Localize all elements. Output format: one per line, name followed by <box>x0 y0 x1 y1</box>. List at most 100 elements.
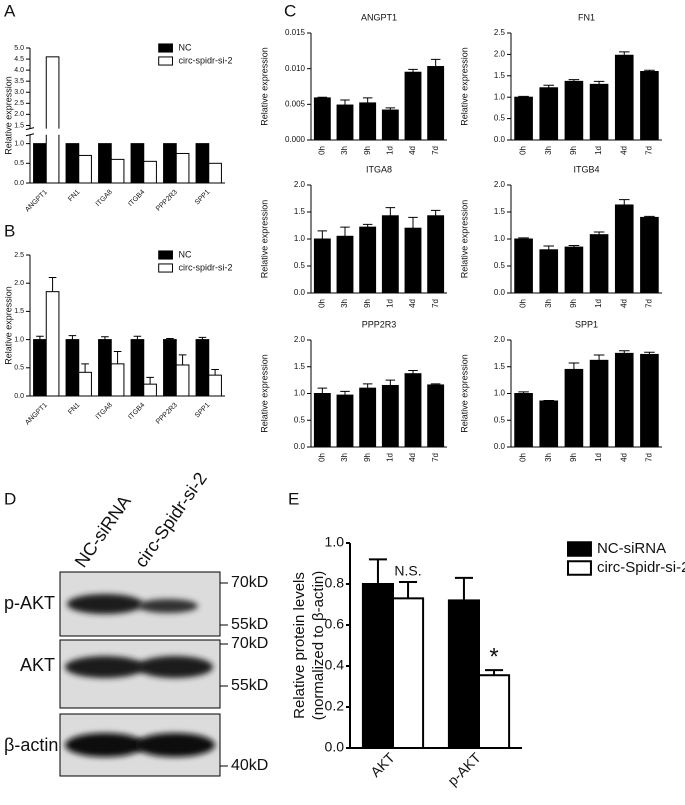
bar <box>65 339 80 397</box>
bar <box>514 238 533 294</box>
y-tick-label: 1.0 <box>294 234 306 243</box>
x-tick-label: 1d <box>594 453 603 462</box>
error-bar <box>644 215 655 218</box>
error-bar <box>133 335 142 340</box>
y-tick-label: 1.0 <box>325 534 345 550</box>
bar <box>447 599 480 750</box>
error-bar <box>454 576 473 601</box>
y-tick-label: 2.0 <box>294 335 306 344</box>
bar <box>130 339 145 397</box>
error-bar <box>340 99 350 106</box>
bar <box>336 235 354 294</box>
bar <box>404 373 422 448</box>
y-tick-label: 0.0 <box>294 442 306 451</box>
bar <box>208 374 222 397</box>
x-tick-label: 3h <box>544 453 553 462</box>
y-tick-label: 1.0 <box>294 389 306 398</box>
error-bar <box>211 368 219 376</box>
band <box>137 656 213 678</box>
band <box>138 599 198 613</box>
error-bar <box>568 79 580 82</box>
panel-letter: B <box>4 221 15 240</box>
bar <box>313 97 331 141</box>
bar <box>336 104 354 141</box>
error-bar <box>317 387 328 394</box>
x-tick-label: 0h <box>519 299 528 308</box>
error-bar <box>593 231 605 235</box>
bar <box>45 56 60 184</box>
legend-label: circ-Spidr-si-2 <box>597 559 685 576</box>
error-bar <box>430 58 441 67</box>
x-tick-label: 1d <box>385 299 394 308</box>
bar <box>110 363 125 397</box>
error-bar <box>518 237 529 239</box>
x-tick-label: 4d <box>408 146 417 155</box>
x-tick-label: 4d <box>408 453 417 462</box>
x-tick-label: 9h <box>363 146 372 155</box>
error-bar <box>644 69 655 72</box>
y-tick-label: 0.0 <box>14 180 24 187</box>
error-bar <box>340 390 350 396</box>
panel-letter: E <box>288 489 299 508</box>
bar <box>336 394 354 448</box>
y-tick-label: 1.0 <box>494 389 506 398</box>
x-tick-label: 3h <box>544 146 553 155</box>
x-tick-label: 3h <box>340 453 349 462</box>
legend-label: NC <box>178 42 191 52</box>
error-bar <box>36 335 44 340</box>
chart-title: ITGA8 <box>366 164 392 174</box>
x-tick-label: 4d <box>619 453 628 462</box>
y-tick-label: 2.0 <box>494 180 506 189</box>
y-tick-label: 0.5 <box>14 160 24 167</box>
y-tick-label: 1.0 <box>494 234 506 243</box>
bar <box>478 674 511 749</box>
bar <box>78 154 92 184</box>
western-blot: D NC-siRNA circ-Spidr-si-2 p-AKT AKT β-a… <box>4 469 268 777</box>
chart-title: ITGB4 <box>573 164 599 174</box>
x-tick-label: ITGA8 <box>95 189 114 208</box>
error-bar <box>408 369 418 374</box>
legend-swatch <box>158 43 173 53</box>
bar <box>175 364 190 397</box>
error-bar <box>568 244 580 248</box>
x-tick-label: 1d <box>594 146 603 155</box>
y-tick-label: 0.5 <box>494 114 506 123</box>
x-tick-label: 0h <box>519 453 528 462</box>
bar <box>195 143 210 184</box>
axis-break <box>24 128 225 135</box>
bar <box>427 215 445 294</box>
y-tick-label: 5.0 <box>14 45 24 52</box>
bar <box>614 204 634 294</box>
x-tick-label: ANGPT1 <box>24 402 49 427</box>
y-tick-label: 0.015 <box>285 28 306 37</box>
bar <box>427 66 445 141</box>
x-tick-label: 1d <box>594 299 603 308</box>
bar <box>110 158 125 184</box>
x-tick-label: ITGB4 <box>127 189 146 208</box>
bar <box>427 384 445 448</box>
bar <box>359 226 377 294</box>
band <box>135 733 215 757</box>
y-tick-label: 1.0 <box>494 92 506 101</box>
bar <box>313 393 331 448</box>
bar <box>143 383 157 397</box>
row-label: β-actin <box>4 735 58 755</box>
annotation: N.S. <box>394 563 421 579</box>
x-tick-label: 7d <box>645 299 654 308</box>
bar <box>45 291 60 397</box>
x-tick-label: 9h <box>569 299 578 308</box>
legend-label: NC-siRNA <box>597 540 666 557</box>
x-tick-label: 4d <box>408 299 417 308</box>
legend-label: NC <box>178 249 191 259</box>
error-bar <box>644 351 655 355</box>
error-bar <box>362 97 373 103</box>
y-tick-label: 0.5 <box>294 415 306 424</box>
error-bar <box>593 80 605 85</box>
bar <box>143 160 157 184</box>
y-tick-label: 4.5 <box>14 56 24 63</box>
bar <box>539 87 559 141</box>
legend-label: circ-spidr-si-2 <box>178 55 232 65</box>
bar <box>208 162 222 184</box>
lane-label: circ-Spidr-si-2 <box>131 469 211 571</box>
